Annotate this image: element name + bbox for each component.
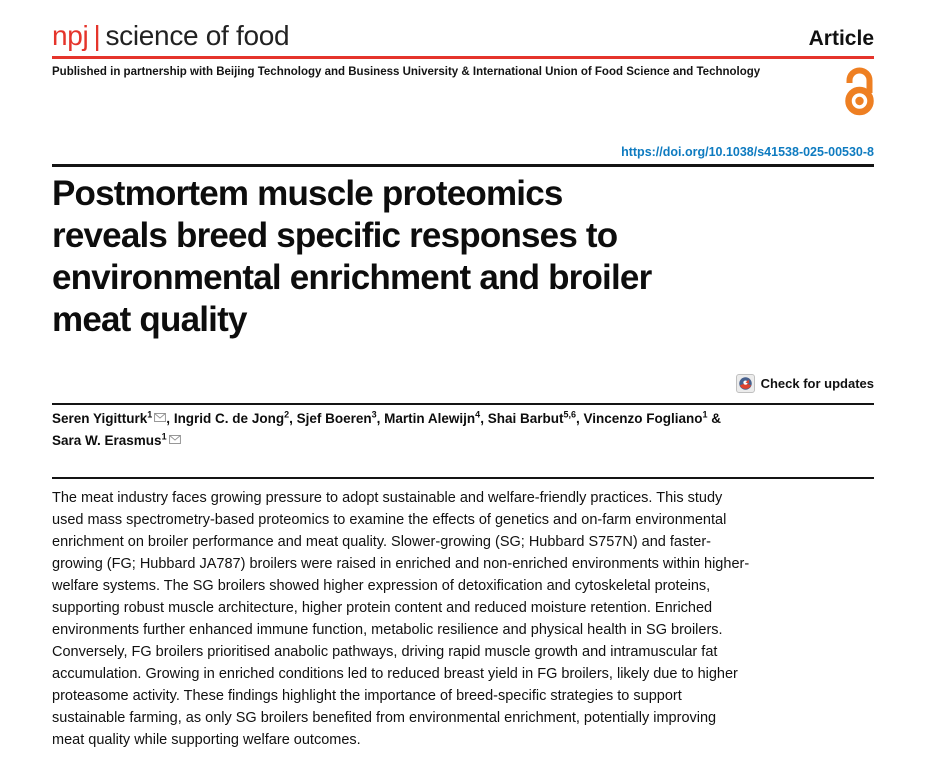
doi-container: https://doi.org/10.1038/s41538-025-00530… [621, 145, 874, 159]
email-icon[interactable] [154, 408, 167, 430]
author-affiliation-sup: 1 [702, 409, 708, 420]
article-title: Postmortem muscle proteomics reveals bre… [52, 174, 652, 339]
journal-logo-npj: npj [52, 20, 89, 51]
author-affiliation-sup: 2 [284, 409, 290, 420]
abstract-top-rule [52, 477, 874, 479]
author-affiliation-sup: 1 [147, 409, 153, 420]
journal-logo-name: science of food [105, 20, 290, 51]
author-affiliation-sup: 5,6 [563, 409, 576, 420]
header-rule [52, 56, 874, 59]
journal-logo-separator: | [93, 20, 101, 51]
article-type-label: Article [808, 27, 874, 50]
crossmark-icon [735, 374, 755, 393]
doi-rule [52, 164, 874, 167]
check-for-updates-label: Check for updates [760, 376, 874, 391]
journal-header: npj | science of food Article [52, 20, 874, 52]
authors-top-rule [52, 403, 874, 405]
email-icon[interactable] [168, 430, 181, 452]
doi-link[interactable]: https://doi.org/10.1038/s41538-025-00530… [621, 145, 874, 159]
author-affiliation-sup: 4 [475, 409, 481, 420]
author-list: Seren Yigitturk1, Ingrid C. de Jong2, Sj… [52, 408, 832, 451]
partnership-text: Published in partnership with Beijing Te… [52, 66, 761, 78]
journal-logo: npj | science of food [52, 20, 290, 52]
author-affiliation-sup: 3 [371, 409, 377, 420]
author-affiliation-sup: 1 [161, 431, 167, 441]
check-for-updates-badge[interactable]: Check for updates [735, 374, 874, 393]
abstract-text: The meat industry faces growing pressure… [52, 490, 750, 748]
open-access-icon [842, 66, 877, 116]
